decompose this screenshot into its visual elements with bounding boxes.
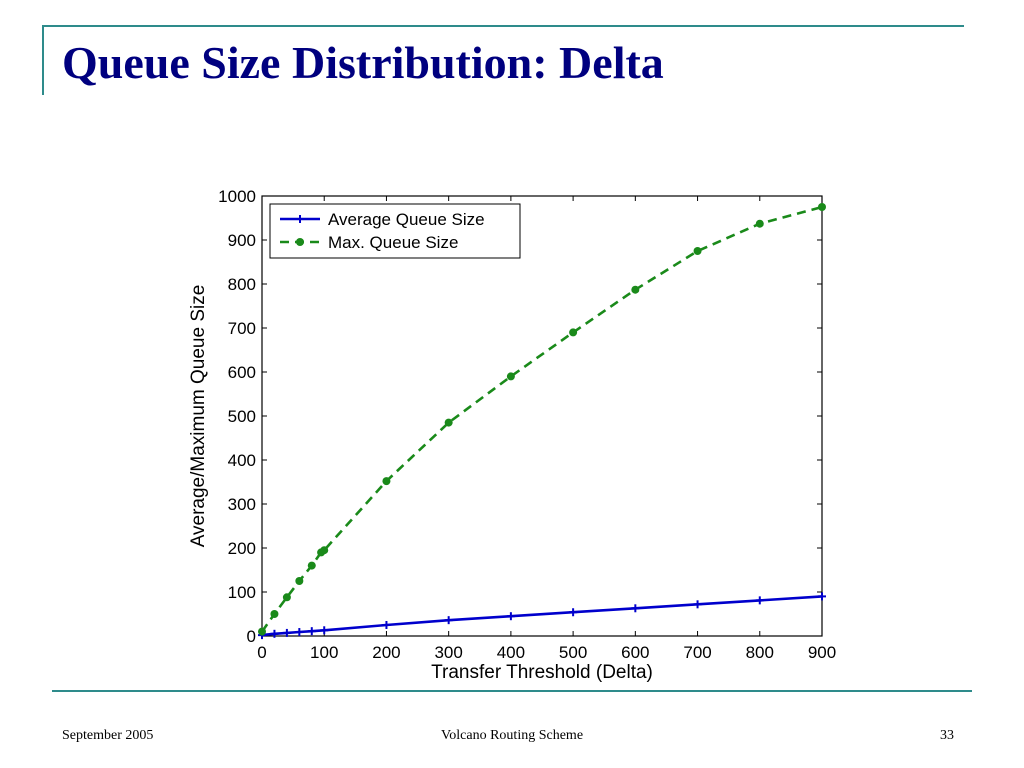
footer-slide-number: 33 (940, 728, 954, 743)
y-tick-label: 500 (228, 407, 256, 426)
x-tick-label: 500 (559, 643, 587, 662)
data-point (382, 477, 391, 486)
y-tick-label: 100 (228, 583, 256, 602)
x-axis-label: Transfer Threshold (Delta) (431, 662, 653, 683)
y-tick-label: 700 (228, 319, 256, 338)
y-axis-label: Average/Maximum Queue Size (188, 285, 209, 548)
legend-label: Average Queue Size (328, 210, 485, 229)
x-tick-label: 400 (497, 643, 525, 662)
x-tick-label: 0 (257, 643, 266, 662)
data-point (307, 561, 316, 570)
y-tick-label: 300 (228, 495, 256, 514)
tick-marks (261, 195, 823, 637)
data-point (693, 247, 702, 255)
data-point (569, 328, 578, 337)
line-chart: 0 100 200 300 400 500 600 700 800 900 0 100 200 300 4… (188, 187, 836, 683)
series-1 (258, 592, 826, 640)
y-tick-labels: 0 100 200 300 400 500 600 700 800 900 1000 (218, 187, 256, 646)
data-point (320, 626, 329, 635)
legend-entries: Average Queue Size Max. Queue Size (280, 210, 485, 252)
data-point (444, 418, 453, 427)
data-point (631, 285, 640, 294)
x-tick-label: 700 (683, 643, 711, 662)
legend-box (269, 203, 521, 259)
footer-presentation-title: Volcano Routing Scheme (440, 728, 584, 743)
data-point (444, 616, 453, 625)
y-tick-label: 900 (228, 231, 256, 250)
series-line (261, 595, 823, 637)
y-tick-label: 800 (228, 275, 256, 294)
legend-marker (296, 215, 304, 223)
legend-entry: Max. Queue Size (280, 233, 458, 252)
y-tick-label: 600 (228, 363, 256, 382)
legend-marker (296, 238, 304, 246)
data-point (506, 612, 515, 621)
footer-date: September 2005 (62, 728, 154, 743)
x-tick-labels: 0 100 200 300 400 500 600 700 800 900 (257, 643, 836, 662)
legend: Average Queue Size Max. Queue Size (269, 203, 521, 259)
plot-area-frame (261, 195, 823, 637)
y-tick-label: 400 (228, 451, 256, 470)
data-point (631, 604, 640, 613)
y-tick-label: 1000 (218, 187, 256, 206)
footer-divider (52, 690, 972, 692)
y-tick-label: 200 (228, 539, 256, 558)
data-point (307, 627, 316, 636)
data-point (295, 628, 304, 637)
data-point (282, 593, 291, 602)
data-point (693, 600, 702, 609)
data-point (818, 592, 826, 601)
data-point (295, 577, 304, 585)
x-tick-label: 100 (310, 643, 338, 662)
data-point (382, 621, 391, 629)
data-point (270, 610, 279, 618)
data-point (320, 546, 329, 555)
data-point (282, 628, 291, 637)
x-tick-label: 300 (434, 643, 462, 662)
chart-container: 0 100 200 300 400 500 600 700 800 900 0 100 200 300 4… (180, 180, 840, 690)
data-point (569, 608, 578, 617)
data-point (755, 596, 764, 605)
data-point (818, 203, 826, 211)
x-tick-label: 900 (808, 643, 836, 662)
title-frame-left-line (42, 25, 44, 95)
data-point (270, 629, 279, 638)
legend-entry: Average Queue Size (280, 210, 485, 229)
data-point (755, 219, 764, 228)
title-frame-top-line (42, 25, 964, 27)
legend-label: Max. Queue Size (328, 233, 458, 252)
x-tick-label: 600 (621, 643, 649, 662)
x-tick-label: 800 (746, 643, 774, 662)
series-layer (258, 203, 826, 640)
series-2 (258, 203, 826, 636)
y-tick-label: 0 (247, 627, 256, 646)
slide-title: Queue Size Distribution: Delta (62, 37, 664, 88)
series-line (260, 205, 823, 633)
data-point (258, 627, 266, 636)
data-point (506, 372, 515, 381)
x-tick-label: 200 (372, 643, 400, 662)
